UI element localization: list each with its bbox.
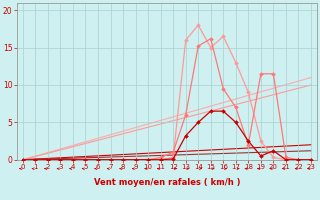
X-axis label: Vent moyen/en rafales ( km/h ): Vent moyen/en rafales ( km/h )	[94, 178, 240, 187]
